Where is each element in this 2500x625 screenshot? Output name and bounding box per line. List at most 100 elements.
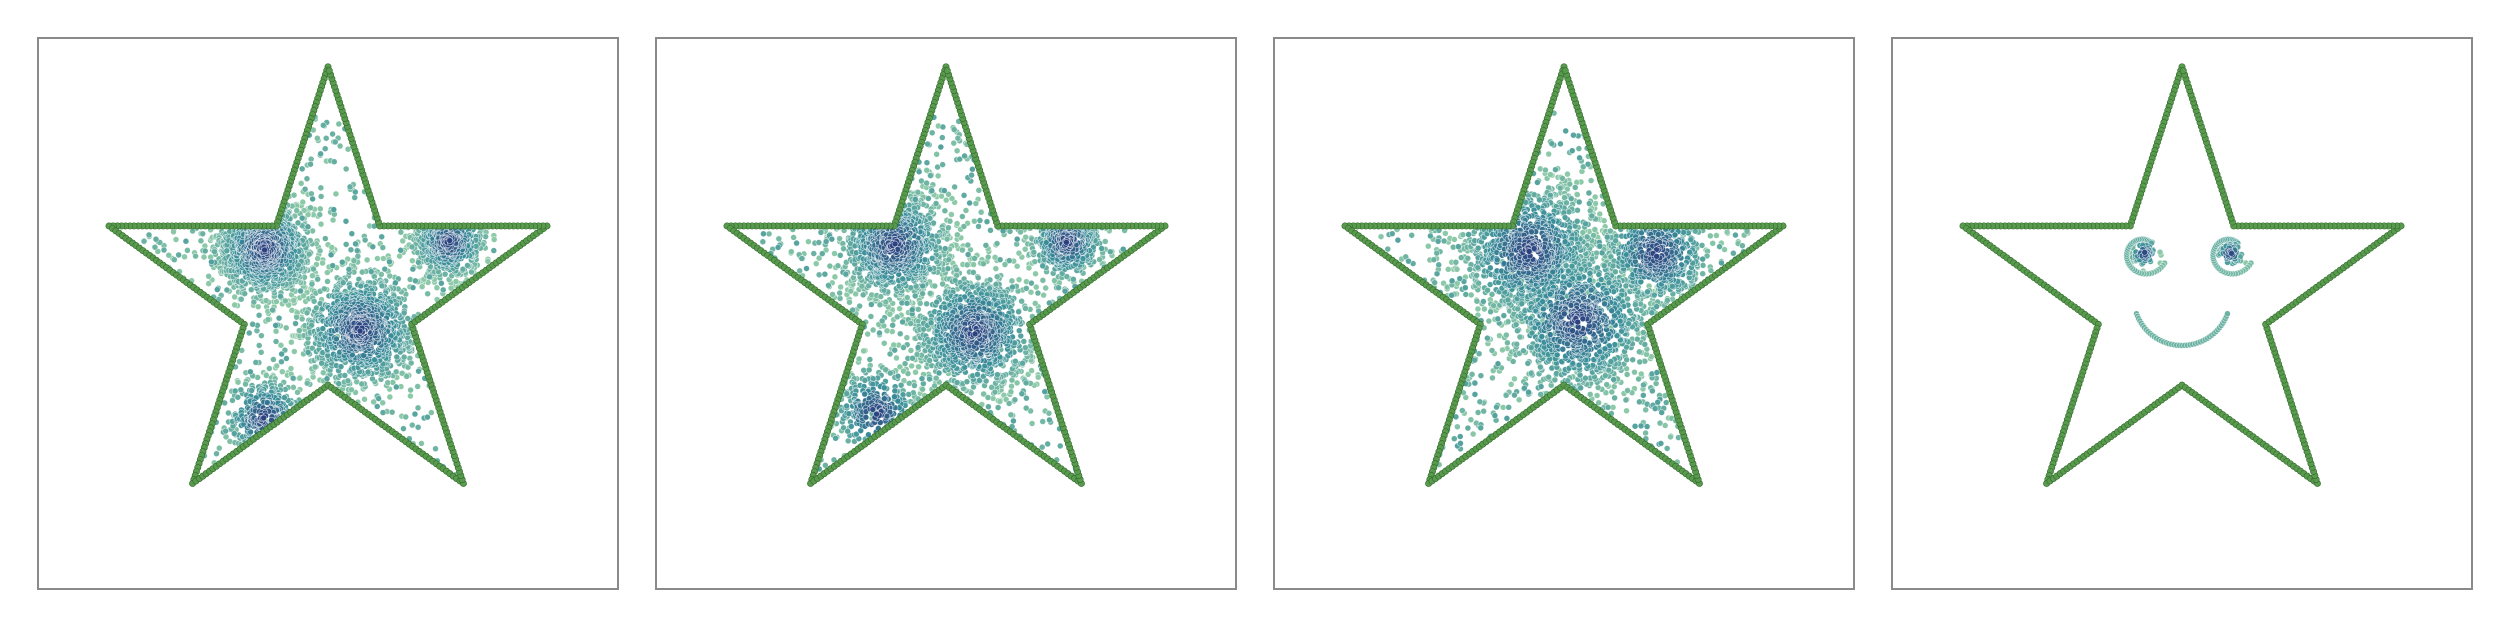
- data-point: [842, 270, 850, 278]
- data-point: [1039, 277, 1047, 284]
- data-point: [928, 129, 936, 137]
- data-point: [403, 373, 411, 380]
- data-point: [1009, 283, 1016, 291]
- data-point: [397, 228, 405, 236]
- data-point: [980, 260, 987, 268]
- data-point: [318, 359, 325, 367]
- data-point: [914, 189, 922, 196]
- data-point: [1020, 338, 1028, 345]
- data-point: [245, 329, 253, 337]
- data-point: [329, 216, 337, 224]
- data-point: [289, 374, 297, 382]
- data-point: [290, 297, 298, 304]
- data-point: [299, 198, 307, 206]
- data-point: [281, 394, 288, 401]
- data-point: [310, 265, 317, 273]
- data-point: [1032, 283, 1040, 291]
- data-point: [923, 300, 930, 308]
- data-point: [303, 175, 311, 182]
- data-point: [415, 259, 422, 266]
- data-point: [307, 160, 314, 168]
- data-point: [386, 272, 394, 280]
- data-point: [822, 238, 830, 245]
- data-point: [335, 120, 343, 128]
- data-point: [1013, 262, 1021, 270]
- data-point: [926, 375, 933, 383]
- data-point: [1119, 245, 1127, 253]
- data-point: [939, 123, 947, 131]
- data-point: [247, 368, 254, 376]
- data-point: [298, 165, 306, 173]
- data-point: [309, 195, 316, 203]
- data-point: [192, 252, 199, 260]
- data-point: [297, 180, 305, 187]
- data-point: [408, 243, 416, 251]
- data-point: [890, 341, 897, 349]
- data-point: [963, 378, 971, 385]
- data-point: [938, 192, 945, 200]
- data-point: [915, 306, 922, 313]
- data-point: [911, 382, 918, 389]
- data-point: [216, 444, 223, 452]
- data-point: [829, 291, 836, 298]
- data-point: [935, 369, 943, 377]
- data-point: [860, 347, 867, 355]
- data-point: [354, 252, 362, 260]
- data-point: [278, 358, 285, 366]
- data-point: [996, 256, 1004, 263]
- data-point: [439, 286, 447, 294]
- data-point: [287, 365, 295, 372]
- data-point: [278, 350, 285, 358]
- data-point: [330, 206, 338, 213]
- data-point: [919, 290, 926, 297]
- data-point: [298, 315, 306, 323]
- data-point: [358, 380, 366, 388]
- data-point: [1039, 418, 1046, 425]
- data-point: [846, 299, 853, 306]
- data-point: [866, 356, 874, 363]
- data-point: [225, 409, 232, 417]
- data-point: [971, 255, 978, 262]
- data-point: [291, 348, 298, 355]
- data-point: [392, 368, 400, 376]
- data-point: [261, 246, 268, 254]
- data-point: [1042, 284, 1049, 292]
- data-point: [482, 233, 489, 240]
- data-point: [1005, 400, 1013, 407]
- data-point: [1022, 379, 1030, 387]
- data-point: [314, 135, 321, 142]
- data-point: [273, 362, 281, 370]
- data-point: [300, 292, 307, 300]
- data-point: [375, 395, 382, 402]
- data-point: [1030, 248, 1038, 256]
- scatter-plot-2: [723, 63, 1169, 487]
- data-point: [1041, 388, 1049, 395]
- data-point: [231, 293, 238, 301]
- data-point: [446, 237, 453, 244]
- data-point: [970, 269, 977, 276]
- data-point: [407, 359, 415, 367]
- data-point: [1044, 440, 1051, 448]
- data-point: [311, 363, 319, 371]
- data-point: [774, 244, 782, 251]
- data-point: [925, 195, 932, 202]
- data-point: [963, 261, 971, 269]
- data-point: [255, 312, 263, 319]
- data-point: [1046, 416, 1053, 424]
- data-point: [927, 172, 934, 179]
- data-point: [330, 158, 338, 165]
- data-point: [490, 247, 498, 254]
- data-point: [258, 332, 265, 339]
- data-point: [384, 379, 392, 386]
- data-point: [821, 270, 829, 278]
- data-point: [308, 321, 315, 329]
- data-point: [341, 372, 349, 379]
- data-point: [828, 235, 836, 243]
- data-point: [937, 143, 945, 151]
- data-point: [916, 300, 924, 307]
- data-point: [304, 223, 312, 231]
- data-point: [1028, 420, 1036, 427]
- data-point: [327, 251, 335, 259]
- data-point: [939, 134, 946, 141]
- data-point: [1019, 359, 1026, 367]
